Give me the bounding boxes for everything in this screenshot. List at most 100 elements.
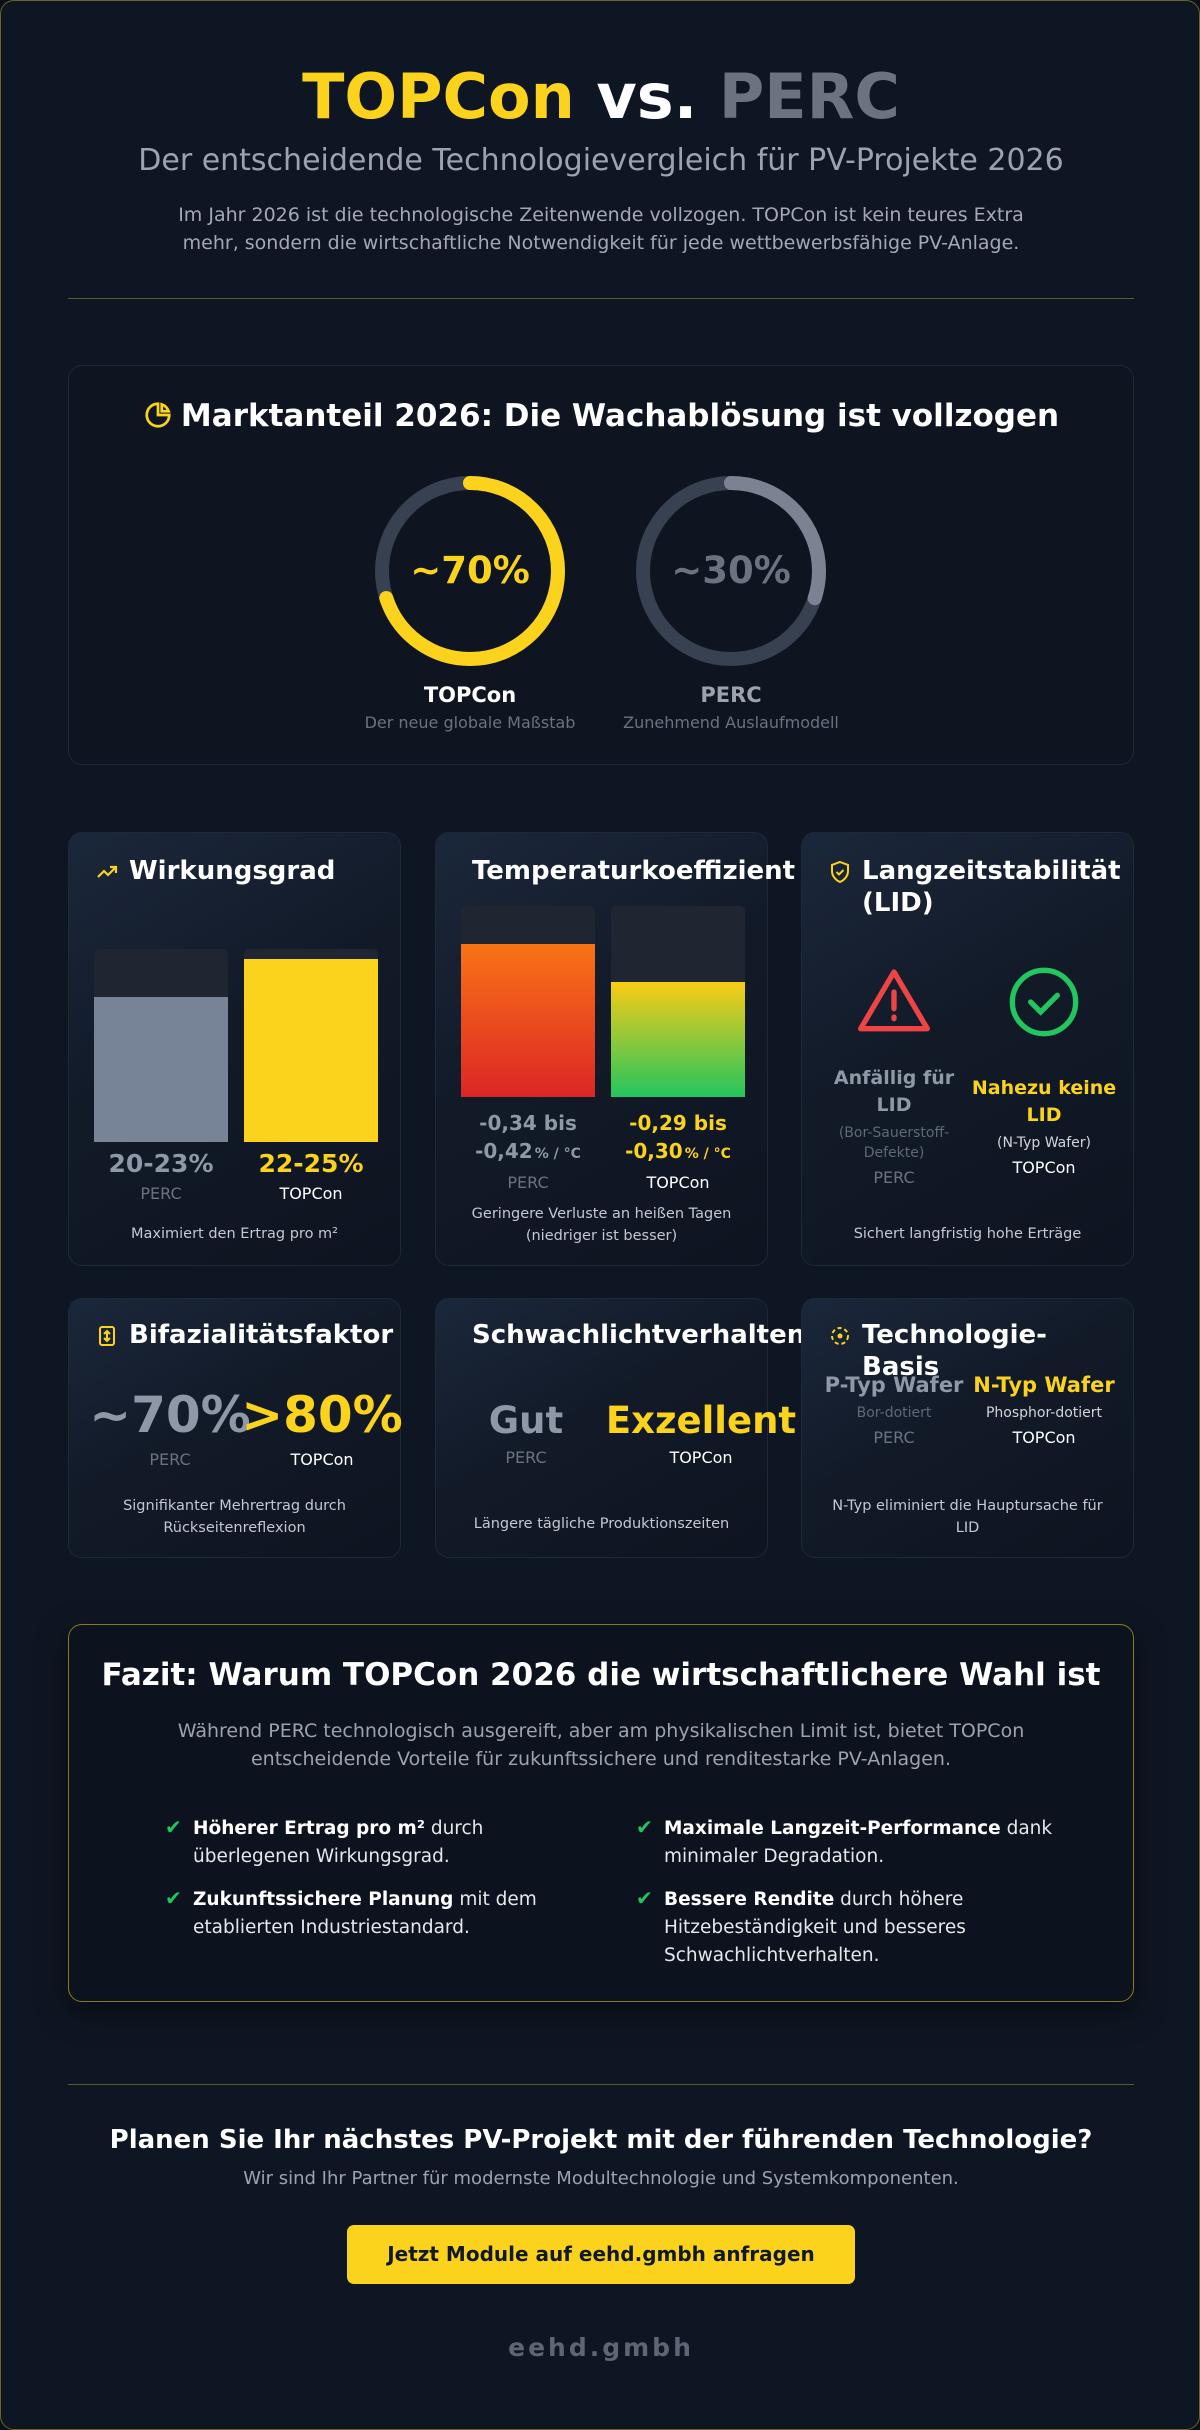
item-value: Anfällig für LID (814, 1065, 974, 1119)
card-heading: Technologie-Basis (828, 1319, 1123, 1383)
item-detail: Phosphor-dotiert (985, 1405, 1103, 1421)
item-value: Gut (416, 1399, 636, 1443)
title-perc: PERC (718, 60, 900, 133)
card-icon (831, 860, 849, 884)
donut-arc (636, 476, 826, 666)
metric-card: Schwachlichtverhalten Gut PERC Exzellent TOP… (435, 1298, 805, 1558)
check-mark: ✔ (636, 1815, 653, 1839)
value-text: Exzellent (605, 1399, 797, 1442)
card-icon (99, 1326, 115, 1346)
card-note: Längere tägliche Produktionszeiten (473, 1516, 730, 1532)
card-heading: Temperaturkoeffizient (472, 855, 795, 887)
fazit-point: Bessere Rendite durch höhere Hitzebestän… (664, 1886, 1064, 1970)
item: ~70% PERC (60, 1387, 280, 1471)
item: Anfällig für LID (Bor-Sauerstoff-Defekte)… (814, 1065, 974, 1189)
metric-card: Langzeitstabilität (LID) Anfällig für LID… (801, 832, 1134, 1266)
value-unit: % / °C (534, 1146, 581, 1162)
item-name: TOPCon (646, 1173, 710, 1192)
item-value: 22-25% (231, 1149, 391, 1179)
value-text: P-Typ Wafer (824, 1373, 964, 1397)
check-mark: ✔ (165, 1815, 182, 1839)
item: Exzellent TOPCon (591, 1399, 811, 1469)
fazit-point: Zukunftssichere Planung mit dem etablier… (193, 1886, 593, 1942)
item-value: P-Typ Wafer (814, 1371, 974, 1399)
footer-brand: eehd.gmbh (508, 2333, 694, 2362)
check-icon (1009, 967, 1079, 1037)
warning-icon (858, 969, 930, 1032)
check-mark: ✔ (165, 1886, 182, 1910)
value-text: -0,29 bis -0,30 (625, 1111, 727, 1163)
fazit-point: Maximale Langzeit-Performance dank minim… (664, 1815, 1064, 1871)
bar-track (611, 906, 745, 1097)
value-unit: % / °C (684, 1146, 731, 1162)
item-value: ~70% (60, 1387, 280, 1443)
tech-name: PERC (700, 683, 762, 707)
item: 20-23% PERC (81, 1149, 241, 1205)
item-value: 20-23% (81, 1149, 241, 1179)
intro: Im Jahr 2026 ist die technologische Zeit… (178, 204, 1024, 254)
item-name: TOPCon (1012, 1158, 1076, 1177)
item-name: PERC (149, 1450, 191, 1469)
metric-card: Bifazialitätsfaktor ~70% PERC >80% TOPCon Sig… (68, 1298, 403, 1558)
item: -0,34 bis -0,42% / °C PERC (448, 1109, 608, 1194)
pie-icon (145, 402, 171, 428)
item-value: >80% (212, 1387, 432, 1443)
tech-desc: Der neue globale Maßstab (364, 713, 576, 732)
donut (375, 476, 565, 666)
card-heading: Schwachlichtverhalten (472, 1319, 805, 1351)
item: -0,29 bis -0,30% / °C TOPCon (598, 1109, 758, 1194)
value-text: Anfällig für LID (833, 1067, 955, 1116)
value-text: -0,34 bis -0,42 (475, 1111, 577, 1163)
cta-subtitle: Wir sind Ihr Partner für modernste Modul… (243, 2168, 959, 2189)
market-heading: Marktanteil 2026: Die Wachablösung ist v… (69, 396, 1133, 436)
card-title: Wirkungsgrad (129, 856, 336, 886)
check-mark: ✔ (636, 1886, 653, 1910)
card-heading: Bifazialitätsfaktor (95, 1319, 394, 1351)
value-text: Gut (488, 1399, 564, 1442)
item-value: Exzellent (591, 1399, 811, 1443)
donut-arc (375, 476, 565, 666)
fazit-title: Fazit: Warum TOPCon 2026 die wirtschaftl… (101, 1657, 1101, 1693)
divider (68, 298, 1134, 299)
share-label: ~70% (410, 549, 530, 592)
point-bold: Bessere Rendite (664, 1889, 835, 1910)
point-text: mit dem etablierten Industriestandard. (193, 1889, 537, 1938)
point-text: durch höhere Hitzebeständigkeit und bess… (664, 1889, 966, 1966)
value-text: Nahezu keine LID (971, 1077, 1117, 1126)
metric-card: Technologie-Basis P-Typ Wafer Bor-dotiert P… (801, 1298, 1134, 1558)
point-text: dank minimaler Degradation. (664, 1818, 1053, 1867)
bar-track (461, 906, 595, 1097)
title-vs: vs. (596, 60, 698, 133)
metric-card: Wirkungsgrad 20-23% PERC 22-25% TOPCon Maximi… (68, 832, 401, 1266)
title-topcon: TOPCon (302, 60, 575, 133)
tech-name: TOPCon (423, 683, 517, 707)
card-title: Bifazialitätsfaktor (129, 1320, 394, 1350)
subtitle: Der entscheidende Technologievergleich f… (138, 143, 1064, 178)
card-note: N-Typ eliminiert die Hauptursache für LI… (832, 1498, 1103, 1536)
bar-fill (461, 944, 595, 1097)
tech-desc: Zunehmend Auslaufmodell (623, 713, 839, 732)
card-heading: Wirkungsgrad (95, 855, 390, 887)
card-title: Schwachlichtverhalten (472, 1320, 806, 1350)
share-label: ~30% (671, 549, 791, 592)
cta-title: Planen Sie Ihr nächstes PV-Projekt mit d… (109, 2125, 1093, 2155)
item-name: PERC (505, 1448, 547, 1467)
bar-track (244, 949, 378, 1142)
bar-fill (244, 958, 378, 1142)
item-name: TOPCon (279, 1184, 343, 1203)
divider (68, 2084, 1134, 2085)
main-title: TOPCon vs. PERC (1, 59, 1199, 135)
item-name: TOPCon (1012, 1428, 1076, 1447)
item: >80% TOPCon (212, 1387, 432, 1471)
point-bold: Maximale Langzeit-Performance (664, 1818, 1001, 1839)
cta-button[interactable]: Jetzt Module auf eehd.gmbh anfragen (347, 2225, 855, 2284)
item: 22-25% TOPCon (231, 1149, 391, 1205)
item-detail: Bor-dotiert (856, 1405, 932, 1421)
item: Nahezu keine LID (N-Typ Wafer) TOPCon (964, 1075, 1124, 1179)
item-name: PERC (507, 1173, 549, 1192)
market-card: Marktanteil 2026: Die Wachablösung ist v… (68, 365, 1134, 765)
card-title: Temperaturkoeffizient (472, 856, 796, 886)
bar-fill (611, 982, 745, 1097)
metric-card: Temperaturkoeffizient -0,34 bis -0,42% / … (435, 832, 795, 1266)
item-detail: (N-Typ Wafer) (997, 1135, 1091, 1151)
